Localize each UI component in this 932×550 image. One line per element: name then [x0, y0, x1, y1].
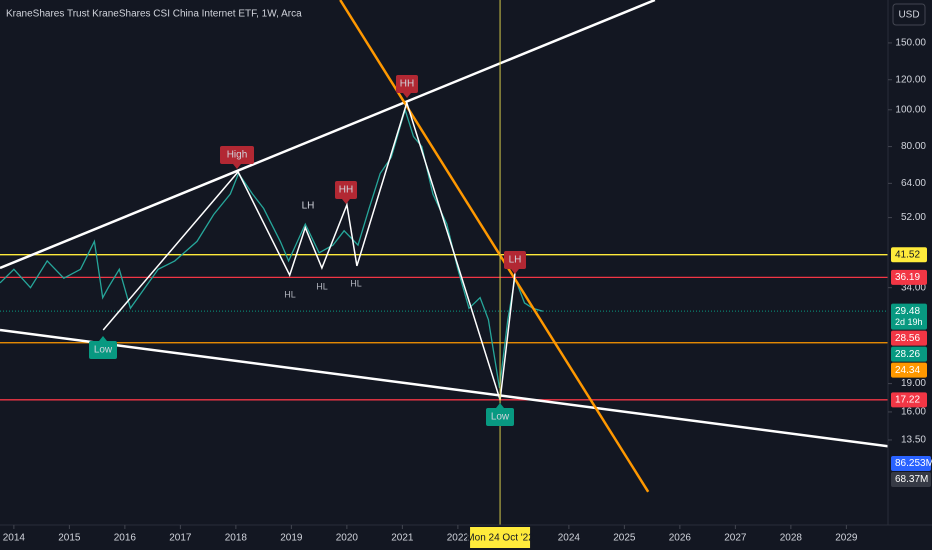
price-tag-label: 28.26: [895, 349, 920, 360]
x-tick-label: 2016: [114, 533, 137, 544]
x-tick-label: 2022: [447, 533, 470, 544]
annotation-text: LH: [509, 255, 522, 266]
x-tick-label: 2021: [391, 533, 414, 544]
price-tag: [891, 362, 927, 378]
price-tag: [891, 330, 927, 346]
price-tag: [891, 392, 927, 408]
y-tick-label: 19.00: [901, 378, 926, 389]
y-tick-label: 64.00: [901, 178, 926, 189]
annotation-text: HL: [316, 281, 328, 291]
y-tick-label: 13.50: [901, 435, 926, 446]
x-tick-label: 2019: [280, 533, 303, 544]
annotation-pointer: [511, 269, 519, 274]
volume-tag-label: 68.37M: [895, 474, 928, 485]
annotation-badge: [89, 341, 117, 359]
volume-tag-label: 86.253M: [895, 458, 932, 469]
annotation-text: HL: [350, 278, 362, 288]
y-tick-label: 80.00: [901, 141, 926, 152]
y-tick-label: 150.00: [895, 38, 926, 49]
trendline: [0, 0, 656, 270]
annotation-pointer: [496, 403, 504, 408]
zigzag: [102, 100, 516, 401]
x-tick-label: 2017: [169, 533, 192, 544]
x-tick-label: 2025: [613, 533, 636, 544]
annotation-pointer: [233, 164, 241, 169]
y-tick-label: 100.00: [895, 104, 926, 115]
annotation-badge: [486, 408, 514, 426]
annotation-badge: [220, 146, 254, 164]
annotation-text: LH: [302, 201, 315, 212]
x-tick-label: 2020: [336, 533, 359, 544]
x-tick-label: 2027: [724, 533, 747, 544]
price-tag: [891, 346, 927, 362]
price-tag-label: 17.22: [895, 394, 920, 405]
y-tick-label: 120.00: [895, 74, 926, 85]
x-tick-label: 2018: [225, 533, 248, 544]
price-tag: [891, 247, 927, 263]
price-tag: [891, 269, 927, 285]
annotation-badge: [396, 75, 418, 93]
crosshair-label-bg: [470, 527, 531, 548]
annotation-pointer: [99, 336, 107, 341]
price-tag-label: 29.48: [895, 306, 920, 317]
annotation-text: HH: [339, 185, 353, 196]
annotation-pointer: [342, 199, 350, 204]
trendline: [339, 0, 650, 493]
price-tag-label: 41.52: [895, 249, 920, 260]
volume-tag: [891, 456, 931, 471]
annotation-badge: [504, 251, 526, 269]
annotation-text: High: [227, 150, 248, 161]
x-tick-label: 2026: [669, 533, 692, 544]
price-tag: [891, 303, 927, 330]
crosshair-label: Mon 24 Oct '22: [466, 533, 534, 544]
x-tick-label: 2014: [3, 533, 26, 544]
x-tick-label: 2029: [835, 533, 858, 544]
annotation-text: HH: [400, 79, 414, 90]
plot-area: [0, 0, 888, 525]
volume-tag: [891, 472, 931, 487]
annotation-text: Low: [94, 345, 113, 356]
trendline: [0, 328, 888, 448]
annotation-text: Low: [491, 412, 510, 423]
annotation-text: HL: [284, 289, 296, 299]
y-tick-label: 34.00: [901, 282, 926, 293]
y-tick-label: 52.00: [901, 212, 926, 223]
x-tick-label: 2024: [558, 533, 581, 544]
price-line: [0, 107, 543, 389]
currency-button[interactable]: [892, 3, 926, 26]
price-tag-label: 36.19: [895, 272, 920, 283]
x-tick-label: 2028: [780, 533, 803, 544]
annotation-badge: [335, 181, 357, 199]
currency-label[interactable]: USD: [898, 10, 919, 21]
y-tick-label: 16.00: [901, 407, 926, 418]
chart-title: KraneShares Trust KraneShares CSI China …: [6, 9, 302, 20]
price-tag-label: 28.56: [895, 333, 920, 344]
annotation-pointer: [403, 93, 411, 98]
x-tick-label: 2015: [58, 533, 81, 544]
price-tag-label: 24.34: [895, 365, 920, 376]
price-tag-countdown: 2d 19h: [895, 317, 923, 327]
